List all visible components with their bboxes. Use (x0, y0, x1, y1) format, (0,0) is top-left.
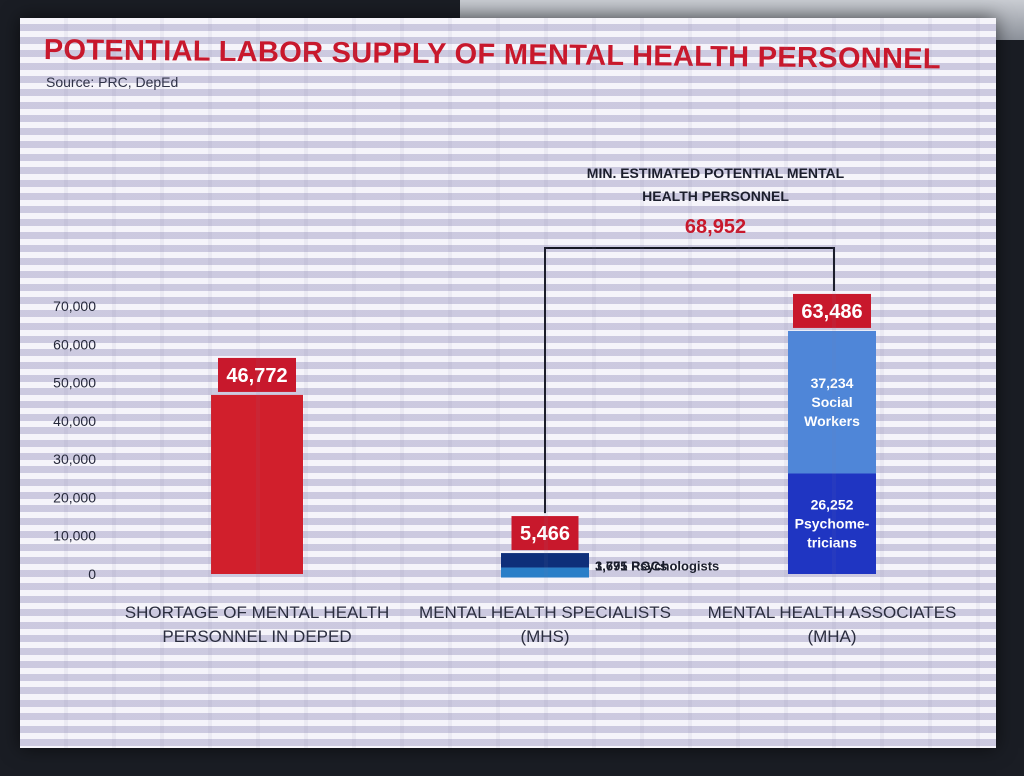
projection-screen: POTENTIAL LABOR SUPPLY OF MENTAL HEALTH … (20, 18, 996, 748)
annotation-label: HEALTH PERSONNEL (642, 188, 789, 204)
category-label: (MHS) (520, 627, 569, 646)
bar-3-segment-1 (788, 473, 876, 574)
chart-source: Source: PRC, DepEd (46, 74, 179, 90)
category-label: (MHA) (807, 627, 856, 646)
bar-chart: 0 10,000 20,000 30,000 40,000 50,000 60,000 70,… (53, 165, 957, 646)
bar-2-value-box (511, 516, 579, 551)
bar-3-value-box (793, 293, 871, 328)
annotation-label: MIN. ESTIMATED POTENTIAL MENTAL (587, 165, 845, 181)
bar-2-segment-1 (501, 567, 589, 578)
category-label: SHORTAGE OF MENTAL HEALTH (125, 603, 389, 622)
segment-label: 37,234 (811, 375, 854, 391)
segment-label: tricians (807, 535, 857, 551)
bar-1-segment-1 (211, 394, 303, 574)
category-label: PERSONNEL IN DEPED (162, 627, 351, 646)
segment-label: Social (811, 394, 852, 410)
segment-label: Psychome- (795, 516, 870, 532)
segment-side-label: 3,775 RGCs (595, 558, 667, 573)
bar-1-value-box (218, 357, 296, 392)
y-tick-label: 60,000 (53, 336, 96, 352)
annotation-total: 68,952 (685, 216, 746, 238)
bar-1-value-label: 46,772 (226, 365, 287, 387)
bar-3-segment-2 (788, 330, 876, 474)
annotation-bracket (544, 247, 835, 514)
bar-2-segment-2 (501, 553, 589, 568)
y-tick-label: 20,000 (53, 489, 96, 505)
segment-label: 26,252 (811, 497, 854, 513)
y-tick-label: 0 (88, 566, 96, 582)
segment-side-label: 1,691 Psychologists (595, 559, 719, 574)
category-label: MENTAL HEALTH SPECIALISTS (419, 603, 671, 622)
bar-3-value-label: 63,486 (801, 301, 862, 323)
y-tick-label: 40,000 (53, 413, 96, 429)
category-label: MENTAL HEALTH ASSOCIATES (708, 603, 957, 622)
y-tick-label: 70,000 (53, 298, 96, 314)
y-tick-label: 10,000 (53, 528, 96, 544)
segment-label: Workers (804, 413, 860, 429)
y-tick-label: 30,000 (53, 451, 96, 467)
y-tick-label: 50,000 (53, 375, 96, 391)
bar-2-value-label: 5,466 (520, 523, 570, 545)
